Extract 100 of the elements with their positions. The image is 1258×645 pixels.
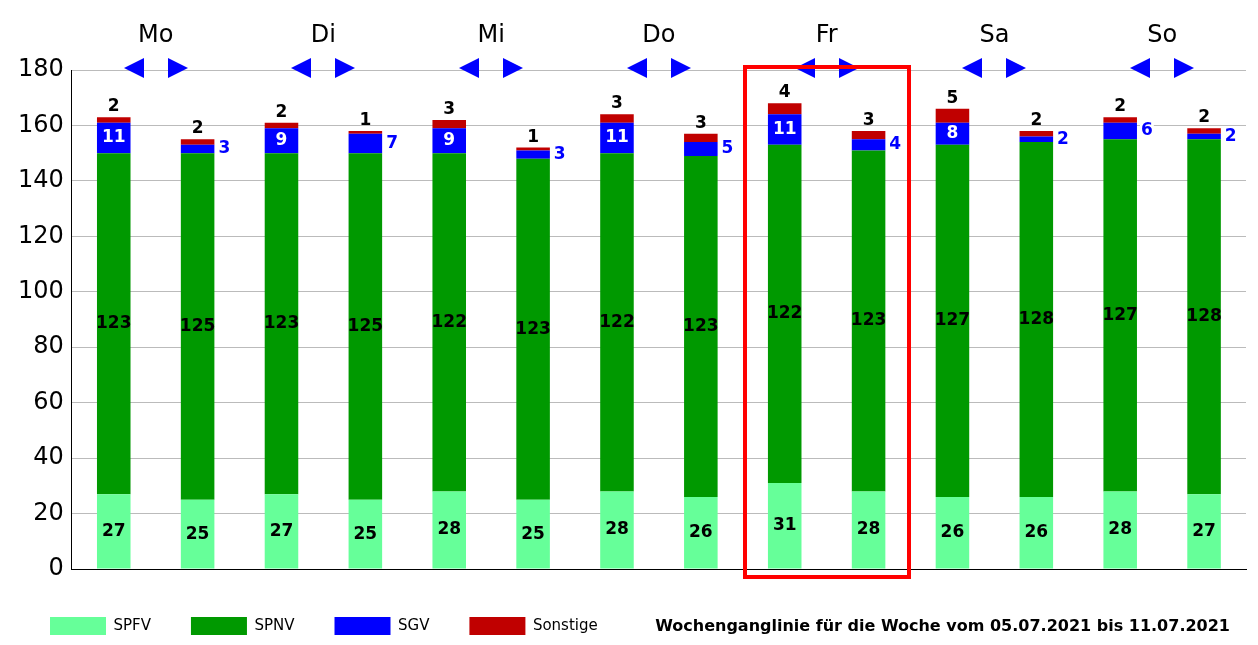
bar [600, 491, 634, 569]
bar [851, 491, 886, 569]
data-label: 28 [856, 518, 881, 539]
bar [600, 153, 634, 492]
data-label: 128 [1018, 307, 1055, 328]
bar [180, 153, 215, 500]
bar [264, 494, 299, 569]
data-label: 3 [218, 137, 231, 158]
bar [1187, 139, 1221, 495]
data-label: 27 [269, 519, 294, 540]
data-label: 11 [772, 118, 797, 139]
data-label: 4 [778, 81, 791, 102]
y-tick-label: 20 [33, 497, 64, 526]
bar [684, 142, 718, 156]
data-label: 28 [605, 518, 629, 539]
data-label: 9 [443, 129, 456, 150]
data-label: 25 [353, 522, 378, 543]
data-label: 2 [107, 95, 120, 116]
bar [1019, 142, 1054, 497]
bar [348, 130, 383, 134]
bar [180, 499, 215, 569]
data-label: 27 [101, 519, 126, 540]
text: Do [642, 20, 676, 49]
bar [348, 499, 383, 569]
legend-label: Sonstige [532, 615, 598, 634]
data-label: 127 [934, 309, 971, 330]
data-label: 1 [359, 108, 372, 129]
text: Mo [137, 20, 174, 49]
data-label: 11 [605, 126, 629, 147]
data-label: 122 [599, 310, 635, 331]
data-label: 123 [850, 309, 887, 330]
y-tick-label: 40 [33, 442, 64, 471]
data-label: 26 [940, 521, 965, 542]
data-label: 26 [689, 521, 713, 542]
bar [348, 133, 383, 154]
y-tick-label: 100 [18, 276, 64, 305]
bar [1103, 139, 1137, 492]
bar [851, 150, 886, 492]
y-tick-label: 160 [18, 109, 64, 138]
data-label: 5 [946, 86, 959, 107]
data-label: 123 [683, 314, 719, 335]
data-label: 122 [431, 310, 467, 331]
bar [767, 103, 802, 115]
data-label: 4 [889, 133, 902, 154]
bar [516, 150, 550, 159]
bar [1103, 491, 1137, 569]
bar [96, 153, 131, 495]
data-label: 122 [766, 302, 803, 323]
bar [684, 133, 718, 143]
bar [1187, 128, 1221, 134]
bar [1187, 133, 1221, 140]
y-tick-label: 0 [48, 553, 64, 582]
bar [767, 144, 802, 484]
data-label: 8 [946, 122, 959, 143]
data-label: 2 [191, 117, 204, 138]
bar [1103, 122, 1137, 140]
bar [851, 139, 886, 151]
bar [935, 496, 970, 569]
y-tick-label: 180 [18, 54, 64, 83]
bar [432, 153, 466, 492]
y-tick-label: 140 [18, 165, 64, 194]
bar [96, 117, 131, 123]
bar [432, 119, 466, 129]
y-tick-label: 60 [33, 386, 64, 415]
y-tick-label: 80 [33, 331, 64, 360]
bar [516, 158, 550, 500]
data-label: 9 [275, 129, 288, 150]
text: Sa [979, 20, 1010, 49]
text: Fr [815, 20, 838, 49]
data-label: 123 [95, 312, 132, 333]
data-label: 3 [443, 97, 456, 118]
bar [264, 153, 299, 495]
bar [935, 108, 970, 123]
data-label: 125 [179, 314, 216, 335]
bar [1187, 494, 1221, 569]
data-label: 26 [1024, 521, 1049, 542]
data-label: 31 [772, 514, 797, 535]
data-label: 128 [1186, 305, 1222, 326]
bar [1103, 117, 1137, 123]
data-label: 3 [694, 111, 707, 132]
text: Wochenganglinie für die Woche vom 05.07.2021 bis 11.07.2021 [655, 616, 1230, 636]
data-label: 127 [1102, 303, 1138, 324]
legend-label: SGV [398, 615, 431, 634]
data-label: 123 [263, 312, 300, 333]
bar [851, 130, 886, 140]
data-label: 25 [185, 522, 210, 543]
data-label: 3 [553, 142, 566, 163]
data-label: 1 [527, 125, 540, 146]
legend-label: SPFV [113, 615, 152, 634]
bar [348, 153, 383, 500]
text: Mi [477, 20, 505, 49]
legend-label: SPNV [254, 615, 296, 634]
bar [767, 483, 802, 569]
data-label: 28 [1108, 518, 1133, 539]
data-label: 2 [1057, 127, 1069, 148]
data-label: 2 [1198, 106, 1210, 127]
data-label: 2 [1114, 95, 1127, 116]
data-label: 3 [611, 92, 623, 113]
data-label: 123 [515, 317, 551, 338]
data-label: 2 [1224, 124, 1237, 145]
